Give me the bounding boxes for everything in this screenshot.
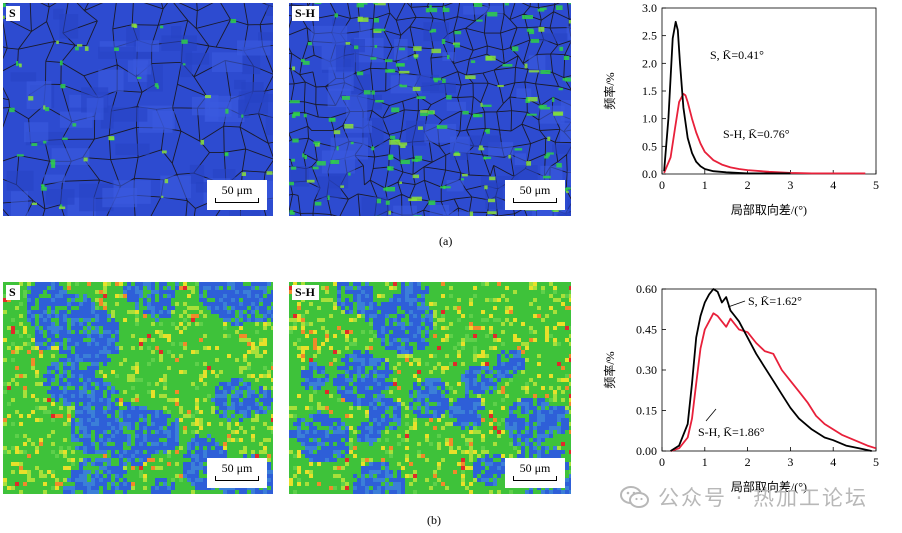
series-annotation-S: S, K̄=0.41° [710, 48, 764, 62]
series-annotation-S: S, K̄=1.62° [748, 294, 802, 308]
kam-map-b-sh-image [289, 282, 571, 494]
x-tick-label: 0 [659, 178, 665, 192]
grain-boundaries [289, 3, 571, 216]
map-label: S [6, 6, 20, 21]
x-axis-label: 局部取向差/(°) [731, 202, 807, 217]
x-tick-label: 0 [659, 455, 665, 469]
wechat-icon [620, 486, 649, 508]
x-tick-label: 2 [745, 455, 751, 469]
scale-bar-line [215, 198, 259, 203]
chart-a-svg: 0 1 2 3 4 5 0.0 0.5 1.0 1.5 2.0 2.5 3.0 局部取向差/(°) 频率/%… [602, 1, 879, 217]
series-annotation-S-H: S-H, K̄=0.76° [723, 127, 790, 141]
x-tick-label: 1 [702, 178, 708, 192]
scale-bar-line [215, 476, 259, 481]
x-tick-label: 2 [745, 178, 751, 192]
chart-b-svg: 0 1 2 3 4 5 0.00 0.15 0.30 0.45 0.60 局部取向差/(°) 频率/% S… [602, 282, 879, 494]
y-tick-label: 1.0 [642, 112, 657, 126]
scale-bar-text: 50 μm [221, 183, 253, 197]
scale-bar: 50 μm [207, 180, 267, 210]
series-annotation-S-H: S-H, K̄=1.86° [698, 425, 765, 439]
scale-bar-text: 50 μm [519, 461, 551, 475]
map-label: S-H [292, 285, 320, 300]
y-axis-label: 频率/% [602, 72, 617, 109]
annotation-leader [727, 300, 746, 308]
x-tick-label: 5 [873, 455, 879, 469]
kam-map-b-s: S 50 μm [3, 282, 273, 494]
chart-b: 0 1 2 3 4 5 0.00 0.15 0.30 0.45 0.60 局部取向差/(°) 频率/% S… [598, 282, 898, 508]
scale-bar-text: 50 μm [221, 461, 253, 475]
y-tick-label: 0.00 [636, 444, 657, 458]
x-tick-label: 3 [787, 178, 793, 192]
x-tick-label: 3 [787, 455, 793, 469]
x-tick-label: 4 [830, 455, 836, 469]
chart-a: 0 1 2 3 4 5 0.0 0.5 1.0 1.5 2.0 2.5 3.0 局部取向差/(°) 频率/%… [598, 0, 898, 235]
watermark-text: 公众号 · 热加工论坛 [658, 486, 869, 510]
scale-bar-line [513, 476, 557, 481]
plot-frame [661, 7, 877, 175]
x-tick-label: 5 [873, 178, 879, 192]
map-label: S [6, 285, 20, 300]
caption-a: (a) [439, 234, 453, 248]
kam-map-a-s-image [3, 3, 273, 216]
y-tick-label: 2.0 [642, 56, 657, 70]
y-tick-label: 0.30 [636, 363, 657, 377]
y-tick-label: 0.60 [636, 283, 657, 296]
y-tick-label: 0.0 [642, 167, 657, 181]
scale-bar: 50 μm [207, 458, 267, 488]
y-tick-label: 2.5 [642, 29, 657, 43]
x-tick-label: 1 [702, 455, 708, 469]
scale-bar: 50 μm [505, 458, 565, 488]
y-tick-label: 0.45 [636, 323, 657, 337]
y-axis-label: 频率/% [602, 351, 617, 388]
scale-bar-text: 50 μm [519, 183, 551, 197]
y-tick-label: 3.0 [642, 1, 657, 15]
map-label: S-H [292, 6, 320, 21]
annotation-leader [705, 408, 717, 422]
kam-pixels [3, 282, 273, 494]
y-tick-label: 0.15 [636, 404, 657, 418]
kam-map-a-sh: S-H 50 μm [289, 3, 571, 216]
y-tick-label: 1.5 [642, 84, 657, 98]
series-line-S [670, 288, 872, 452]
kam-map-b-sh: S-H 50 μm [289, 282, 571, 494]
series-line-S [663, 20, 791, 175]
caption-b: (b) [427, 513, 441, 527]
y-tick-label: 0.5 [642, 139, 657, 153]
scale-bar: 50 μm [505, 180, 565, 210]
watermark: 公众号 · 热加工论坛 [620, 480, 890, 514]
kam-map-a-s: S 50 μm [3, 3, 273, 216]
scale-bar-line [513, 198, 557, 203]
x-tick-label: 4 [830, 178, 836, 192]
series-line-S-H [663, 92, 866, 175]
x-axis-label: 局部取向差/(°) [731, 479, 807, 494]
series-line-S-H [670, 312, 877, 452]
kam-pixels [289, 282, 571, 494]
